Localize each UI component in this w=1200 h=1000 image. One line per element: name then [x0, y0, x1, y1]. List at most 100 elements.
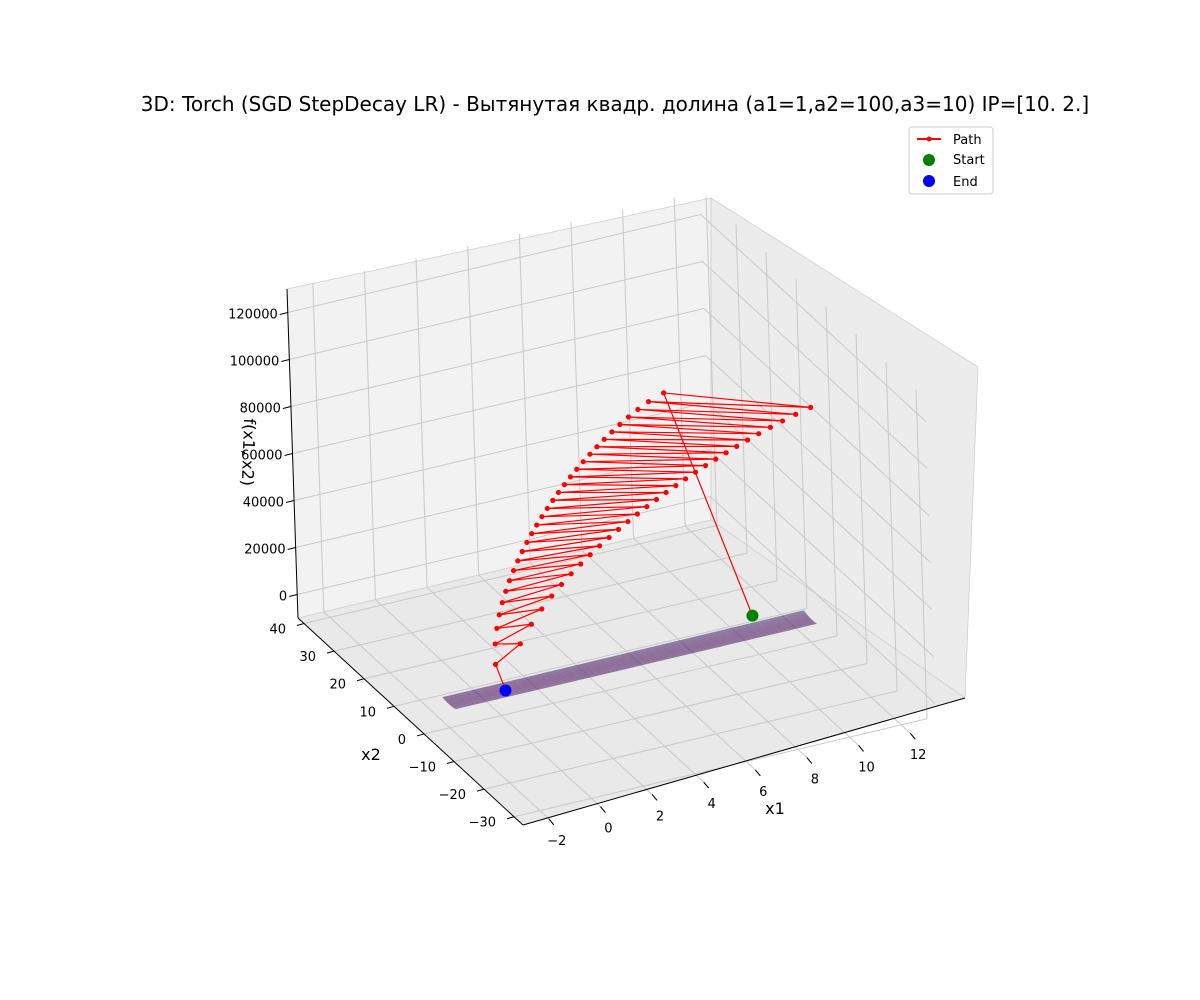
- surface-cell-46: [507, 692, 518, 696]
- surface-cell-267: [690, 641, 701, 645]
- surface-cell-169: [530, 682, 541, 687]
- surface-cell-242: [464, 695, 475, 699]
- surface-cell-289: [526, 678, 537, 683]
- surface-cell-308: [698, 637, 709, 642]
- path-point-7: [625, 414, 632, 420]
- surface-cell-66: [687, 649, 699, 653]
- path-point-1: [660, 390, 667, 396]
- surface-cell-88: [523, 687, 535, 691]
- y-tick-label-1: −20: [439, 788, 466, 803]
- surface-cell-329: [525, 677, 536, 681]
- path-point-55: [494, 625, 500, 631]
- floor-grid-y-7: [303, 525, 718, 625]
- surface-cell-22: [653, 659, 664, 663]
- surface-cell-16: [598, 672, 610, 676]
- path-point-23: [567, 474, 574, 480]
- x-tick-label-2: 2: [656, 809, 664, 824]
- surface-cell-29: [716, 644, 727, 648]
- surface-cell-396: [767, 616, 778, 621]
- surface-cell-62: [651, 658, 663, 662]
- surface-cell-307: [688, 639, 700, 644]
- surface-cell-159: [802, 619, 814, 623]
- surface-cell-195: [765, 626, 776, 631]
- surface-cell-251: [545, 675, 557, 680]
- surface-cell-241: [455, 697, 466, 701]
- surface-cell-142: [649, 656, 660, 660]
- surface-cell-101: [641, 659, 652, 663]
- surface-cell-40: [452, 705, 464, 709]
- surface-cell-162: [467, 697, 478, 702]
- surface-cell-394: [749, 621, 760, 626]
- surface-cell-381: [632, 649, 643, 654]
- surface-cell-155: [766, 628, 777, 632]
- surface-cell-9: [535, 687, 546, 690]
- surface-cell-65: [678, 651, 690, 656]
- surface-cell-52: [561, 679, 572, 683]
- z-tick-mark-4: [282, 406, 292, 409]
- surface-cell-357: [777, 616, 789, 621]
- surface-cell-305: [670, 644, 682, 648]
- surface-cell-32: [743, 637, 754, 641]
- y-tick-label-5: 20: [329, 678, 346, 693]
- surface-cell-261: [636, 654, 647, 658]
- surface-cell-71: [733, 639, 744, 643]
- surface-cell-128: [522, 686, 533, 690]
- path-point-57: [492, 641, 498, 647]
- x-tick-mark-0: [548, 818, 555, 826]
- start-marker: [746, 609, 759, 622]
- surface-cell-264: [663, 647, 674, 652]
- z-grid-3: [292, 354, 931, 563]
- floor-grid-y-6: [333, 552, 748, 652]
- surface-cell-148: [703, 643, 714, 647]
- surface-cell-118: [794, 622, 806, 627]
- surface-cell-24: [671, 655, 682, 659]
- surface-cell-90: [542, 682, 553, 687]
- x-tick-mark-5: [806, 757, 813, 764]
- surface-cell-174: [575, 672, 586, 676]
- surface-cell-217: [601, 664, 612, 668]
- x-tick-mark-4: [754, 769, 761, 777]
- floor-grid-y-2: [453, 663, 868, 763]
- surface-cell-116: [776, 627, 788, 631]
- surface-cell-192: [738, 633, 749, 637]
- surface-cell-341: [633, 651, 644, 655]
- path-point-16: [723, 450, 729, 456]
- surface-cell-81: [460, 702, 472, 706]
- surface-cell-279: [798, 615, 810, 619]
- path-point-14: [734, 443, 740, 449]
- surface-cell-105: [677, 650, 688, 655]
- surface-cell-120: [450, 703, 461, 707]
- floor-grid-y-0: [513, 718, 928, 818]
- surface-cell-339: [615, 655, 626, 660]
- surface-cell-312: [734, 628, 745, 633]
- surface-cell-137: [603, 666, 615, 671]
- surface-cell-98: [614, 665, 625, 670]
- y-tick-mark-3: [416, 733, 425, 737]
- surface-cell-310: [716, 633, 727, 638]
- surface-cell-0: [454, 706, 465, 710]
- surface-cell-146: [685, 647, 696, 651]
- x-tick-label-1: 0: [604, 822, 612, 837]
- surface-cell-122: [468, 699, 479, 703]
- surface-cell-316: [770, 620, 781, 625]
- path-point-42: [597, 543, 603, 549]
- surface-cell-317: [779, 618, 790, 622]
- surface-cell-297: [598, 661, 609, 666]
- legend-item-start: Start: [923, 153, 985, 168]
- path-point-49: [503, 588, 509, 594]
- surface-cell-377: [595, 658, 607, 663]
- surface-cell-368: [514, 677, 526, 682]
- surface-cell-232: [736, 631, 748, 636]
- surface-cell-398: [785, 612, 797, 617]
- surface-cell-70: [724, 641, 735, 645]
- z-tick-mark-0: [289, 594, 298, 597]
- surface-cell-151: [730, 636, 741, 641]
- surface-cell-87: [514, 689, 526, 693]
- surface-cell-213: [565, 672, 576, 677]
- path-point-27: [555, 489, 562, 496]
- path-point-5: [635, 406, 641, 413]
- surface-cell-392: [731, 625, 742, 630]
- path-point-22: [692, 469, 699, 475]
- z-tick-mark-2: [285, 500, 295, 503]
- surface-cell-143: [658, 653, 669, 658]
